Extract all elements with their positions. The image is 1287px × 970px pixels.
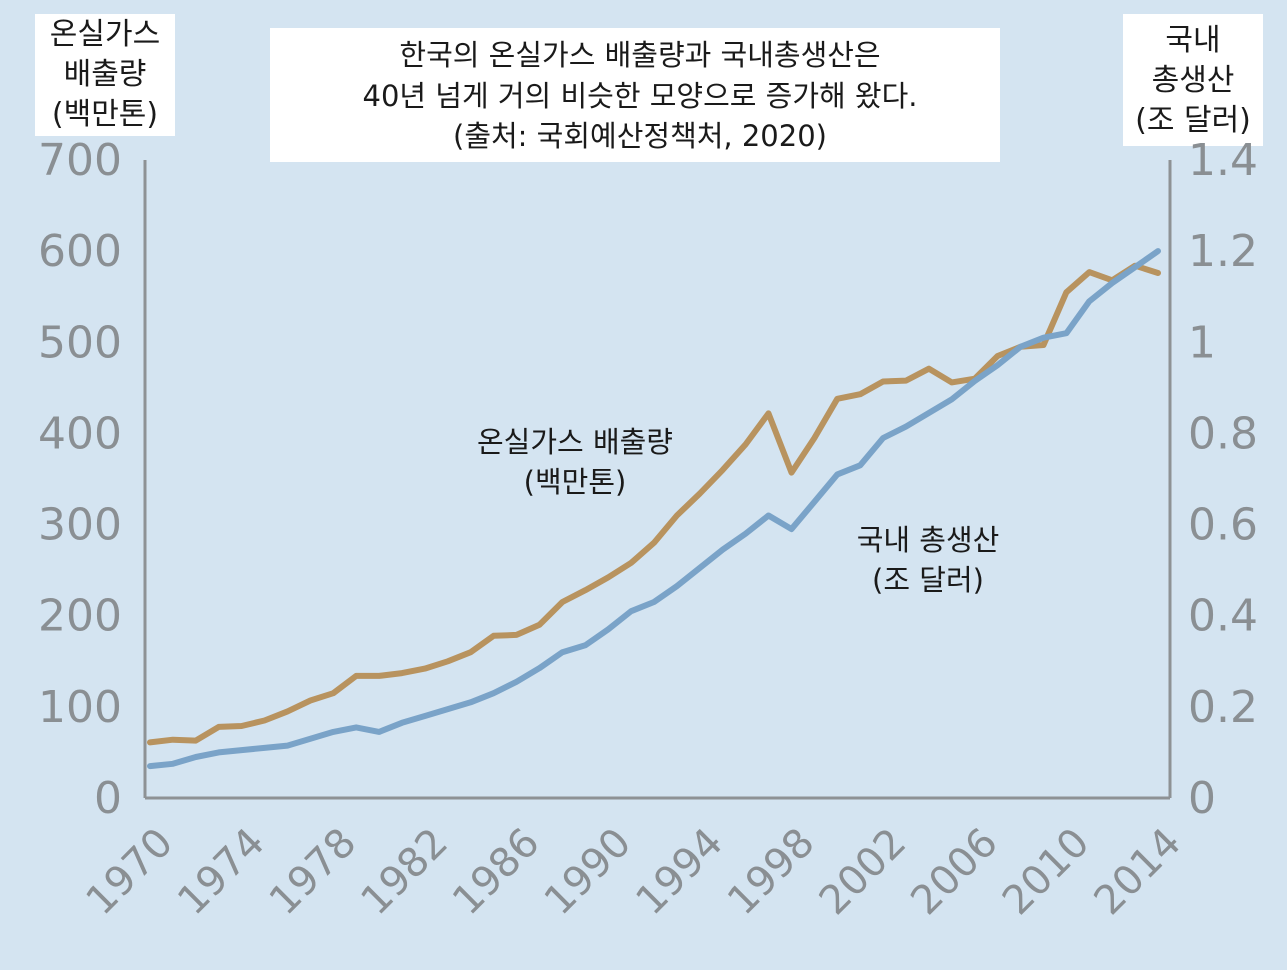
emissions-series-label-line-2: (백만톤) (524, 465, 627, 499)
right-axis-tick-label: 1.2 (1188, 226, 1258, 277)
note-box (270, 28, 1000, 162)
left-axis-title-bg (35, 14, 175, 136)
right-axis-tick-label: 0 (1188, 773, 1216, 824)
left-axis-title-line-2: 배출량 (64, 57, 147, 92)
right-axis-title-line-3: (조 달러) (1135, 103, 1251, 138)
note-line-2: 40년 넘게 거의 비슷한 모양으로 증가해 왔다. (363, 79, 918, 113)
note-line-3: (출처: 국회예산정책처, 2020) (453, 119, 827, 153)
right-axis-tick-label: 0.4 (1188, 591, 1258, 642)
left-axis-title-line-3: (백만톤) (52, 97, 158, 132)
left-axis-tick-label: 0 (94, 773, 122, 824)
left-axis-tick-label: 100 (38, 682, 122, 733)
left-axis-tick-label: 500 (38, 317, 122, 368)
right-axis-tick-label: 0.6 (1188, 500, 1258, 551)
gdp-series-label-line-1: 국내 총생산 (857, 523, 1000, 557)
right-axis-tick-label: 0.8 (1188, 408, 1258, 459)
left-axis-tick-label: 600 (38, 226, 122, 277)
left-axis-tick-label: 300 (38, 500, 122, 551)
right-axis-tick-label: 0.2 (1188, 682, 1258, 733)
left-axis-tick-label: 400 (38, 408, 122, 459)
right-axis-title-bg (1123, 14, 1263, 146)
right-axis-tick-label: 1.4 (1188, 135, 1258, 186)
emissions-line (147, 262, 1161, 746)
right-axis-title-line-2: 총생산 (1152, 63, 1235, 98)
emissions-series-label-line-1: 온실가스 배출량 (477, 425, 673, 459)
note-line-1: 한국의 온실가스 배출량과 국내총생산은 (399, 38, 880, 72)
right-axis-title-line-1: 국내 (1165, 23, 1220, 58)
right-axis-tick-label: 1 (1188, 317, 1216, 368)
left-axis-title-line-1: 온실가스 (50, 17, 160, 52)
left-axis-tick-label: 700 (38, 135, 122, 186)
left-axis-tick-label: 200 (38, 591, 122, 642)
gdp-line (147, 248, 1161, 770)
gdp-series-label-line-2: (조 달러) (872, 563, 984, 597)
